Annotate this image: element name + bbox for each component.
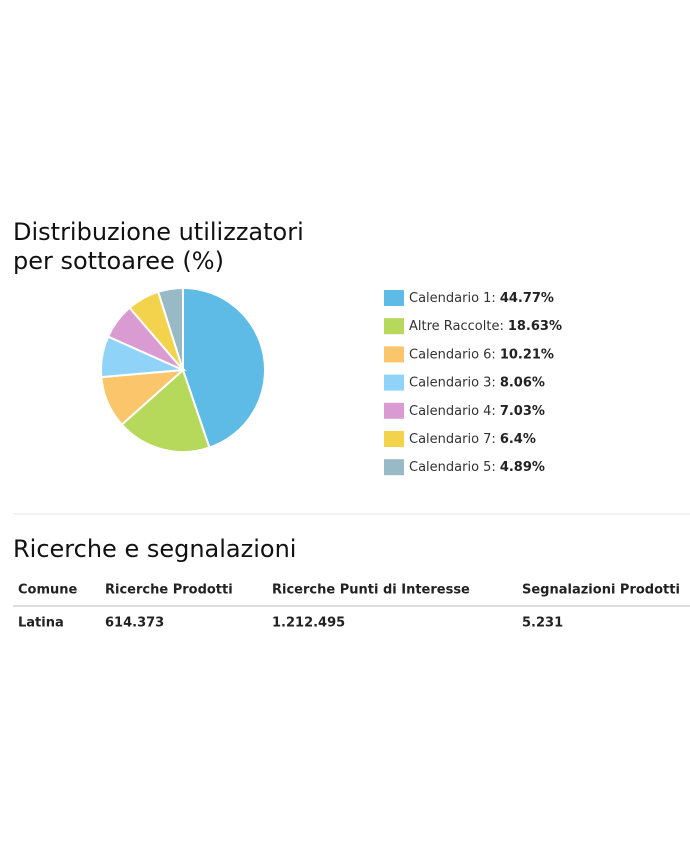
pie-slice — [156, 286, 184, 371]
legend-swatch — [384, 402, 404, 419]
table-header: Segnalazioni Prodotti — [522, 583, 680, 598]
legend-label: Calendario 7: — [409, 432, 496, 447]
legend-label: Altre Raccolte: — [409, 319, 504, 334]
chart-title: Distribuzione utilizzatori — [13, 218, 304, 246]
legend-swatch — [384, 374, 404, 391]
legend-entry: Calendario 4: 7.03% — [409, 403, 545, 418]
legend-label: Calendario 6: — [409, 347, 496, 362]
table-header: Comune — [18, 583, 78, 598]
legend-value: 44.77% — [500, 291, 554, 306]
legend-entry: Calendario 1: 44.77% — [409, 291, 554, 306]
legend-label: Calendario 1: — [409, 291, 496, 306]
legend-label: Calendario 3: — [409, 375, 496, 390]
table-cell: 614.373 — [105, 616, 164, 631]
table-header: Ricerche Prodotti — [105, 583, 233, 598]
legend-entry: Altre Raccolte: 18.63% — [409, 319, 562, 334]
legend-swatch — [384, 318, 404, 335]
table-cell: 5.231 — [522, 616, 563, 631]
table-header: Ricerche Punti di Interesse — [272, 583, 470, 598]
pie-slice — [120, 368, 211, 453]
legend-value: 4.89% — [500, 460, 545, 475]
legend-swatch — [384, 431, 404, 447]
legend-entry: Calendario 7: 6.4% — [409, 432, 536, 447]
legend-value: 8.06% — [500, 375, 545, 390]
table-cell: Latina — [18, 616, 64, 631]
legend-value: 7.03% — [500, 403, 545, 418]
legend-swatch — [384, 459, 404, 476]
legend-swatch — [384, 346, 404, 363]
section-title: Ricerche e segnalazioni — [13, 535, 296, 563]
legend-entry: Calendario 5: 4.89% — [409, 460, 545, 475]
pie-slice — [182, 286, 266, 449]
legend-entry: Calendario 3: 8.06% — [409, 375, 545, 390]
chart-title: per sottoaree (%) — [13, 247, 224, 275]
legend-swatch — [384, 290, 404, 306]
legend-label: Calendario 5: — [409, 460, 496, 475]
legend-entry: Calendario 6: 10.21% — [409, 347, 554, 362]
legend-value: 6.4% — [500, 432, 536, 447]
legend-label: Calendario 4: — [409, 403, 496, 418]
table-cell: 1.212.495 — [272, 616, 345, 631]
legend-value: 10.21% — [500, 347, 554, 362]
legend-value: 18.63% — [508, 319, 562, 334]
